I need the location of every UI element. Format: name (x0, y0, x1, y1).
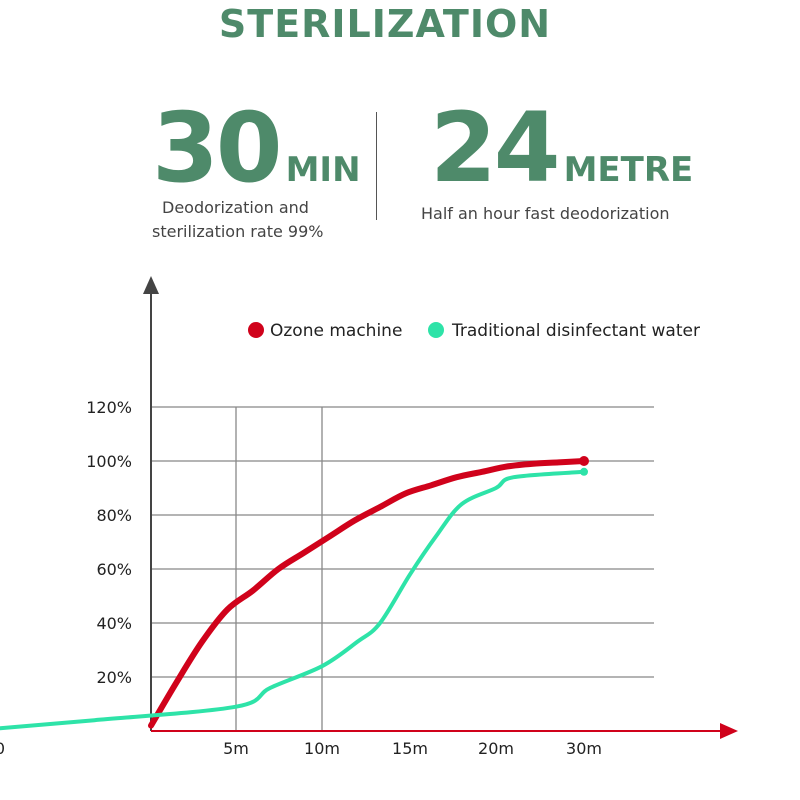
series-end-point-ozone (579, 456, 589, 466)
page-title: STERILIZATION (218, 2, 552, 46)
stat-left-unit: MIN (285, 150, 361, 190)
y-axis-arrow (143, 276, 159, 294)
stat-right-value: 24 (430, 92, 561, 204)
stat-left: 30 MIN (152, 100, 361, 196)
x-tick-label: 10m (304, 739, 340, 758)
chart-grid (151, 406, 654, 731)
y-tick-label: 40% (96, 614, 132, 633)
stat-right-description: Half an hour fast deodorization (421, 202, 670, 226)
legend-label-traditional: Traditional disinfectant water (451, 321, 700, 341)
legend-marker-ozone (248, 322, 264, 338)
x-tick-label: 20m (478, 739, 514, 758)
stat-right-desc-line1: Half an hour fast deodorization (421, 204, 670, 223)
y-tick-label: 60% (96, 560, 132, 579)
series-line-traditional (0, 469, 586, 731)
chart-legend: Ozone machine Traditional disinfectant wa… (248, 321, 700, 341)
chart-series (0, 456, 589, 731)
y-tick-label: 80% (96, 506, 132, 525)
legend-marker-traditional (428, 322, 444, 338)
series-line-ozone (148, 458, 587, 729)
stat-left-description: Deodorization and sterilization rate 99% (152, 196, 323, 244)
chart-axes (143, 276, 738, 739)
stat-left-desc-line1: Deodorization and (162, 198, 309, 217)
stat-left-value: 30 (152, 92, 283, 204)
series-end-point-traditional (580, 467, 588, 476)
x-tick-label: 30m (566, 739, 602, 758)
y-tick-label: 20% (96, 668, 132, 687)
y-tick-label: 100% (86, 452, 132, 471)
legend-label-ozone: Ozone machine (270, 321, 402, 341)
chart-tick-labels: 20% 40% 60% 80% 100% 120% 0 5m 10m 15m 20m 30m (0, 398, 602, 758)
x-axis-arrow (720, 723, 738, 739)
x-tick-label: 15m (392, 739, 428, 758)
stat-right-unit: METRE (563, 150, 694, 190)
y-tick-label: 120% (86, 398, 132, 417)
stat-right: 24 METRE (430, 100, 693, 196)
x-tick-label: 5m (223, 739, 249, 758)
stat-left-desc-line2: sterilization rate 99% (152, 222, 324, 241)
x-tick-label: 0 (0, 739, 5, 758)
stat-divider (376, 112, 377, 220)
